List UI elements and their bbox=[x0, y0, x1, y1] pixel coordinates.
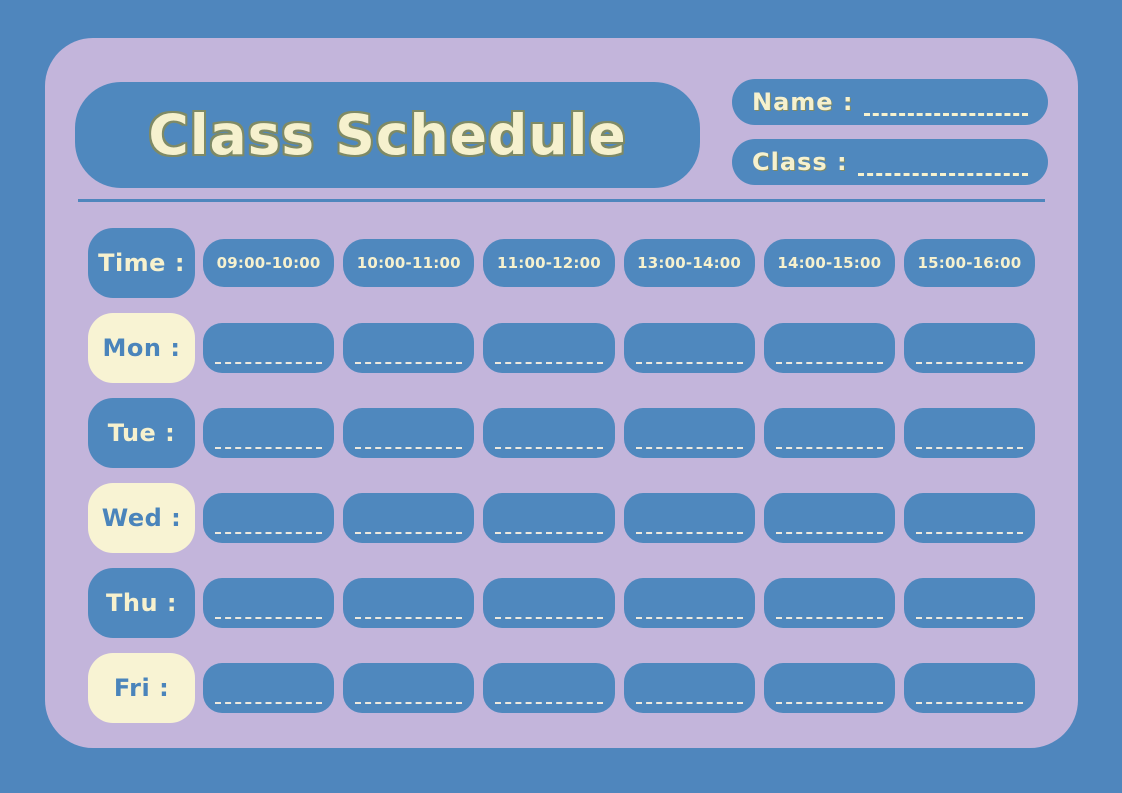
cell-writing-line bbox=[495, 617, 603, 619]
header-fields: Name : Class : bbox=[732, 79, 1048, 185]
time-header-row: Time : 09:00-10:00 10:00-11:00 11:00-12:… bbox=[88, 228, 1036, 298]
cell-writing-line bbox=[635, 532, 743, 534]
day-cells-wed bbox=[203, 483, 1036, 553]
time-slot-pill: 15:00-16:00 bbox=[903, 239, 1036, 287]
name-label: Name : bbox=[752, 88, 854, 116]
time-slot-pill: 10:00-11:00 bbox=[343, 239, 475, 287]
day-label-tue: Tue : bbox=[88, 398, 195, 468]
schedule-cell[interactable] bbox=[903, 663, 1036, 713]
cell-writing-line bbox=[215, 702, 323, 704]
cell-writing-line bbox=[495, 447, 603, 449]
schedule-cell[interactable] bbox=[203, 663, 335, 713]
schedule-card: Class Schedule Name : Class : Time : 09:… bbox=[45, 38, 1078, 748]
schedule-cell[interactable] bbox=[483, 663, 615, 713]
schedule-cell[interactable] bbox=[903, 578, 1036, 628]
class-writing-line[interactable] bbox=[857, 173, 1028, 176]
title-banner: Class Schedule bbox=[75, 82, 700, 188]
day-row-thu: Thu : bbox=[88, 568, 1036, 638]
time-slot-pill: 14:00-15:00 bbox=[763, 239, 895, 287]
cell-writing-line bbox=[635, 702, 743, 704]
cell-writing-line bbox=[635, 447, 743, 449]
schedule-cell[interactable] bbox=[483, 493, 615, 543]
day-cells-thu bbox=[203, 568, 1036, 638]
day-label-thu: Thu : bbox=[88, 568, 195, 638]
header-divider bbox=[78, 199, 1045, 202]
time-slot-pill: 09:00-10:00 bbox=[203, 239, 335, 287]
schedule-cell[interactable] bbox=[343, 408, 475, 458]
schedule-cell[interactable] bbox=[343, 323, 475, 373]
schedule-cell[interactable] bbox=[903, 408, 1036, 458]
cell-writing-line bbox=[915, 447, 1024, 449]
cell-writing-line bbox=[775, 617, 883, 619]
time-slot-pill: 13:00-14:00 bbox=[623, 239, 755, 287]
cell-writing-line bbox=[915, 532, 1024, 534]
cell-writing-line bbox=[495, 702, 603, 704]
schedule-cell[interactable] bbox=[763, 408, 895, 458]
schedule-cell[interactable] bbox=[483, 408, 615, 458]
cell-writing-line bbox=[355, 362, 463, 364]
schedule-cell[interactable] bbox=[623, 408, 755, 458]
cell-writing-line bbox=[215, 617, 323, 619]
schedule-cell[interactable] bbox=[623, 323, 755, 373]
page-title: Class Schedule bbox=[148, 103, 627, 167]
time-slot-pill: 11:00-12:00 bbox=[483, 239, 615, 287]
schedule-cell[interactable] bbox=[203, 493, 335, 543]
cell-writing-line bbox=[635, 362, 743, 364]
day-row-wed: Wed : bbox=[88, 483, 1036, 553]
schedule-cell[interactable] bbox=[623, 493, 755, 543]
name-writing-line[interactable] bbox=[863, 113, 1028, 116]
schedule-cell[interactable] bbox=[903, 493, 1036, 543]
day-cells-tue bbox=[203, 398, 1036, 468]
cell-writing-line bbox=[915, 617, 1024, 619]
day-label-wed: Wed : bbox=[88, 483, 195, 553]
day-label-mon: Mon : bbox=[88, 313, 195, 383]
class-field[interactable]: Class : bbox=[732, 139, 1048, 185]
schedule-cell[interactable] bbox=[623, 663, 755, 713]
schedule-cell[interactable] bbox=[903, 323, 1036, 373]
schedule-cell[interactable] bbox=[763, 493, 895, 543]
schedule-cell[interactable] bbox=[483, 323, 615, 373]
cell-writing-line bbox=[775, 532, 883, 534]
schedule-cell[interactable] bbox=[763, 323, 895, 373]
name-field[interactable]: Name : bbox=[732, 79, 1048, 125]
cell-writing-line bbox=[355, 532, 463, 534]
schedule-cell[interactable] bbox=[343, 663, 475, 713]
cell-writing-line bbox=[915, 362, 1024, 364]
schedule-cell[interactable] bbox=[343, 493, 475, 543]
day-row-tue: Tue : bbox=[88, 398, 1036, 468]
schedule-cell[interactable] bbox=[483, 578, 615, 628]
cell-writing-line bbox=[495, 532, 603, 534]
day-row-fri: Fri : bbox=[88, 653, 1036, 723]
day-cells-mon bbox=[203, 313, 1036, 383]
cell-writing-line bbox=[775, 447, 883, 449]
cell-writing-line bbox=[495, 362, 603, 364]
schedule-grid: Time : 09:00-10:00 10:00-11:00 11:00-12:… bbox=[88, 228, 1036, 738]
schedule-cell[interactable] bbox=[763, 663, 895, 713]
cell-writing-line bbox=[915, 702, 1024, 704]
schedule-cell[interactable] bbox=[203, 578, 335, 628]
cell-writing-line bbox=[775, 362, 883, 364]
schedule-cell[interactable] bbox=[763, 578, 895, 628]
day-cells-fri bbox=[203, 653, 1036, 723]
schedule-cell[interactable] bbox=[623, 578, 755, 628]
cell-writing-line bbox=[215, 447, 323, 449]
day-row-mon: Mon : bbox=[88, 313, 1036, 383]
day-label-fri: Fri : bbox=[88, 653, 195, 723]
cell-writing-line bbox=[355, 702, 463, 704]
class-label: Class : bbox=[752, 148, 848, 176]
cell-writing-line bbox=[215, 532, 323, 534]
schedule-cell[interactable] bbox=[203, 408, 335, 458]
schedule-cell[interactable] bbox=[203, 323, 335, 373]
schedule-cell[interactable] bbox=[343, 578, 475, 628]
time-slot-cells: 09:00-10:00 10:00-11:00 11:00-12:00 13:0… bbox=[203, 228, 1036, 298]
time-row-label: Time : bbox=[88, 228, 195, 298]
cell-writing-line bbox=[355, 447, 463, 449]
cell-writing-line bbox=[635, 617, 743, 619]
cell-writing-line bbox=[215, 362, 323, 364]
cell-writing-line bbox=[355, 617, 463, 619]
cell-writing-line bbox=[775, 702, 883, 704]
